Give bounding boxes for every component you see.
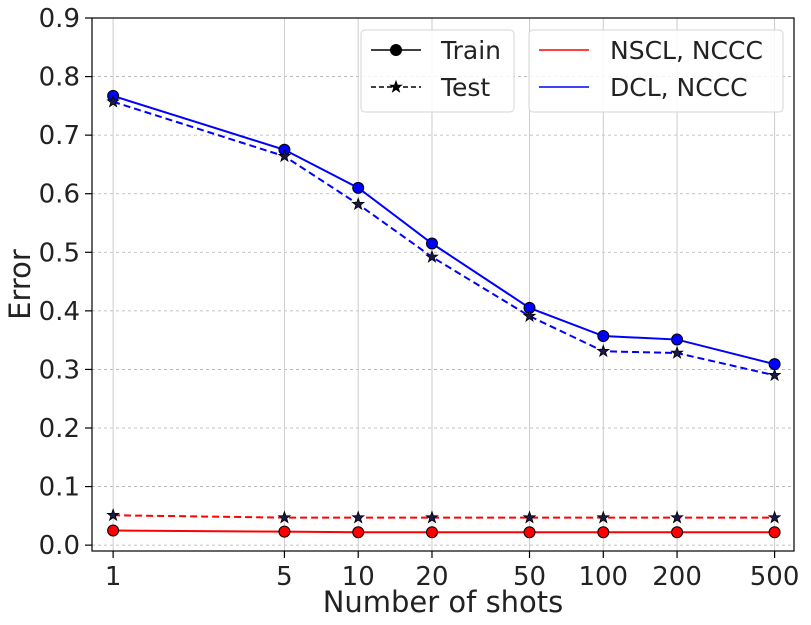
x-axis: 1 5 10 20 50 100 200 500 — [105, 551, 800, 592]
x-tick-label: 500 — [750, 562, 800, 592]
legend-label: DCL, NCCC — [610, 73, 748, 102]
data-point — [106, 508, 120, 522]
legend-marker — [389, 79, 403, 93]
y-tick-label: 0.5 — [39, 238, 80, 268]
data-point — [670, 345, 684, 359]
y-tick-label: 0.7 — [39, 121, 80, 151]
x-tick-label: 1 — [105, 562, 122, 592]
x-tick-label: 20 — [415, 562, 448, 592]
data-point — [768, 358, 781, 371]
series-group — [106, 89, 782, 539]
data-point — [425, 510, 439, 524]
data-point — [351, 197, 366, 211]
data-point — [522, 308, 537, 322]
series-line — [113, 529, 775, 534]
series-line — [113, 514, 775, 519]
data-point — [671, 526, 684, 539]
y-tick-label: 0.2 — [39, 414, 80, 444]
series-dcl-nccctest — [106, 94, 782, 382]
data-point — [425, 237, 438, 250]
data-point — [107, 524, 120, 537]
plot-frame — [91, 17, 795, 552]
data-point — [278, 525, 291, 538]
data-point — [671, 333, 684, 346]
y-axis: 0.0 0.1 0.2 0.3 0.4 0.5 0.6 0.7 0.8 0.9 — [39, 4, 92, 561]
legend-label: Test — [440, 73, 490, 102]
data-point — [352, 181, 365, 194]
data-point — [352, 526, 365, 539]
data-point — [425, 526, 438, 539]
y-tick-label: 0.3 — [39, 355, 80, 385]
x-tick-label: 50 — [513, 562, 546, 592]
data-point — [106, 94, 120, 108]
y-axis-label: Error — [3, 249, 37, 320]
data-point — [597, 526, 610, 539]
series-nscl-nccctrain — [107, 524, 781, 539]
legend-label: Train — [440, 36, 501, 65]
x-axis-label: Number of shots — [323, 585, 564, 619]
x-tick-label: 200 — [652, 562, 702, 592]
data-point — [596, 510, 611, 524]
legend-split: Train Test — [360, 29, 515, 113]
data-point — [522, 510, 537, 524]
y-tick-label: 0.1 — [39, 473, 80, 503]
legend-model: NSCL, NCCC DCL, NCCC — [528, 29, 784, 113]
data-point — [767, 510, 782, 524]
legend-label: NSCL, NCCC — [610, 36, 763, 65]
x-tick-label: 10 — [342, 562, 375, 592]
data-point — [425, 249, 439, 263]
data-point — [277, 149, 292, 163]
series-nscl-nccctest — [106, 508, 782, 524]
data-point — [767, 368, 782, 382]
data-point — [670, 510, 684, 524]
data-point — [768, 526, 781, 539]
data-point — [277, 510, 292, 524]
legend-frame — [528, 29, 784, 113]
x-tick-label: 100 — [578, 562, 628, 592]
y-tick-label: 0.0 — [39, 531, 80, 561]
y-tick-label: 0.6 — [39, 180, 80, 210]
x-tick-label: 5 — [276, 562, 293, 592]
y-tick-label: 0.4 — [39, 297, 80, 327]
data-point — [597, 330, 610, 343]
data-point — [596, 344, 611, 358]
series-line — [112, 94, 775, 366]
data-point — [351, 510, 366, 524]
y-tick-label: 0.8 — [39, 63, 80, 93]
grid — [92, 17, 794, 551]
series-dcl-nccctrain — [107, 89, 781, 371]
data-point — [523, 526, 536, 539]
y-tick-label: 0.9 — [39, 4, 80, 34]
legend-marker — [390, 44, 402, 56]
